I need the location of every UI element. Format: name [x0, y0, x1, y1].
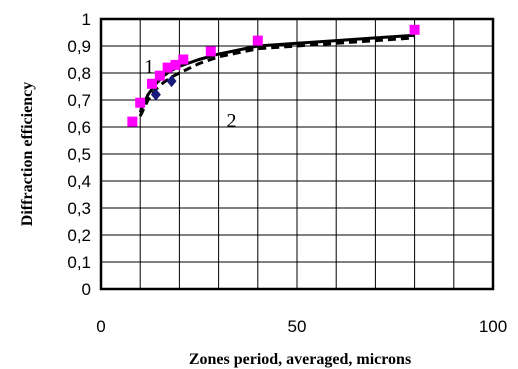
curve-1-label: 1 — [144, 56, 154, 78]
x-tick-label: 50 — [288, 317, 307, 336]
curve-2-dashed-line — [140, 38, 414, 116]
y-tick-label: 0,5 — [67, 145, 91, 164]
y-axis-title: Diffraction efficiency — [19, 82, 36, 226]
data-point-square — [127, 117, 137, 127]
data-point-square — [253, 36, 263, 46]
y-tick-label: 0 — [82, 280, 91, 299]
y-tick-label: 1 — [82, 10, 91, 29]
chart-grid — [101, 19, 493, 289]
data-point-square — [206, 46, 216, 56]
y-tick-label: 0,4 — [67, 172, 91, 191]
data-point-square — [410, 25, 420, 35]
chart-series-lines — [140, 35, 414, 116]
data-point-square — [135, 98, 145, 108]
y-tick-label: 0,9 — [67, 37, 91, 56]
y-tick-label: 0,2 — [67, 226, 91, 245]
data-point-square — [178, 55, 188, 65]
y-tick-label: 0,3 — [67, 199, 91, 218]
y-tick-label: 0,7 — [67, 91, 91, 110]
y-tick-label: 0,8 — [67, 64, 91, 83]
x-tick-label: 0 — [96, 317, 105, 336]
curve-2-label: 2 — [226, 110, 236, 132]
y-tick-label: 0,1 — [67, 253, 91, 272]
chart-tick-labels: 0 0,1 0,2 0,3 0,4 0,5 0,6 0,7 0,8 0,9 1 0 50 100 — [67, 10, 507, 336]
y-tick-label: 0,6 — [67, 118, 91, 137]
x-tick-label: 100 — [479, 317, 507, 336]
x-axis-title: Zones period, averaged, microns — [189, 351, 411, 368]
